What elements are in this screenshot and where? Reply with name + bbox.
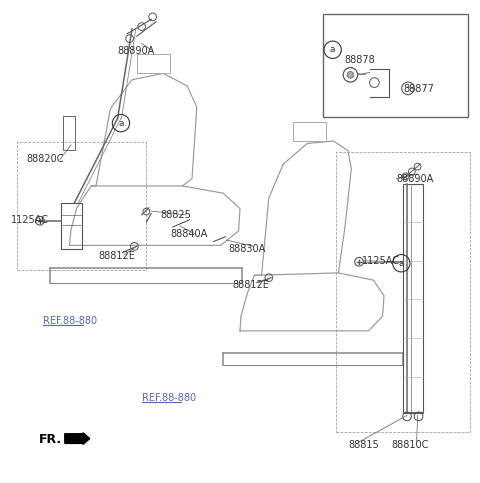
Text: 88812E: 88812E: [233, 280, 270, 290]
Text: 88820C: 88820C: [26, 155, 64, 164]
Text: 88810C: 88810C: [391, 440, 429, 450]
Text: 88890A: 88890A: [396, 174, 433, 184]
Text: 1125AC: 1125AC: [362, 256, 400, 266]
Text: 88812E: 88812E: [98, 251, 135, 261]
Circle shape: [347, 71, 354, 78]
Text: 1125AC: 1125AC: [11, 215, 48, 225]
Text: 88825: 88825: [161, 210, 192, 220]
FancyArrow shape: [65, 433, 90, 444]
Text: a: a: [398, 259, 404, 268]
Text: FR.: FR.: [38, 433, 61, 446]
Text: 88890A: 88890A: [118, 46, 155, 56]
Text: 88878: 88878: [345, 56, 375, 65]
Text: REF.88-880: REF.88-880: [43, 316, 97, 326]
Text: 88830A: 88830A: [228, 244, 265, 254]
Text: a: a: [118, 119, 124, 128]
Text: 88877: 88877: [403, 85, 434, 94]
Text: 88840A: 88840A: [170, 229, 208, 239]
Text: a: a: [330, 45, 336, 54]
Text: 88815: 88815: [348, 440, 379, 450]
Text: REF.88-880: REF.88-880: [142, 394, 196, 403]
